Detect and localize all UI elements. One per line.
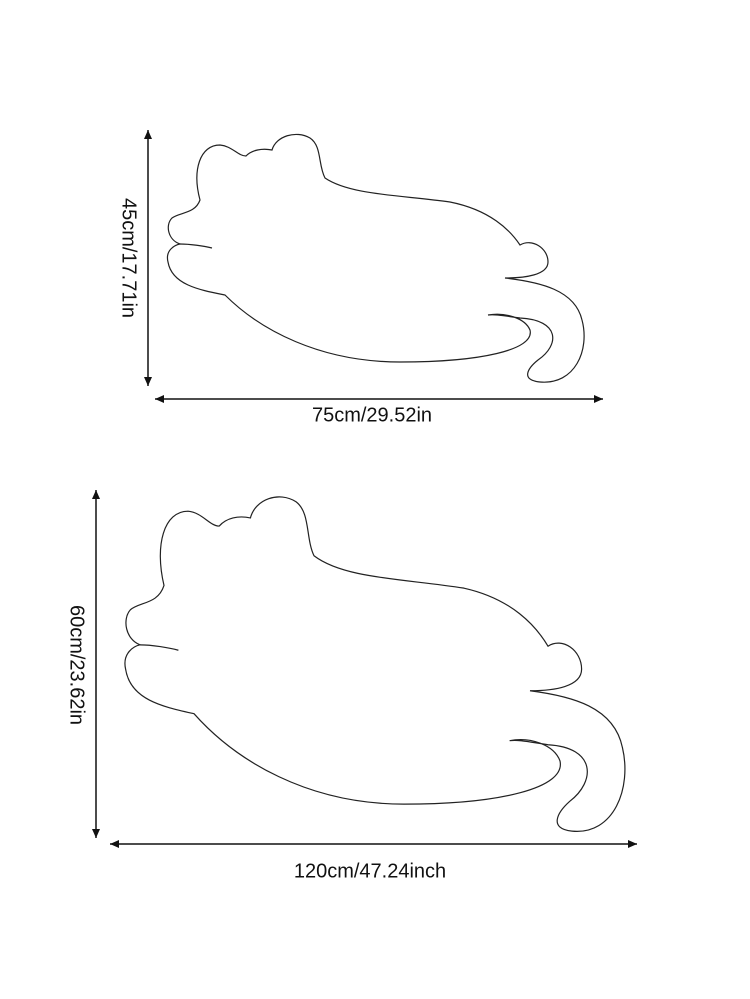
height-label: 45cm/17.71in bbox=[118, 198, 140, 318]
large-size: 60cm/23.62in 120cm/47.24inch bbox=[66, 490, 637, 882]
small-size: 45cm/17.71in 75cm/29.52in bbox=[118, 130, 603, 426]
cat-outline bbox=[124, 496, 626, 833]
width-label: 75cm/29.52in bbox=[312, 404, 432, 426]
cat-outline bbox=[166, 133, 585, 383]
height-label: 60cm/23.62in bbox=[66, 605, 88, 725]
width-label: 120cm/47.24inch bbox=[294, 860, 446, 882]
